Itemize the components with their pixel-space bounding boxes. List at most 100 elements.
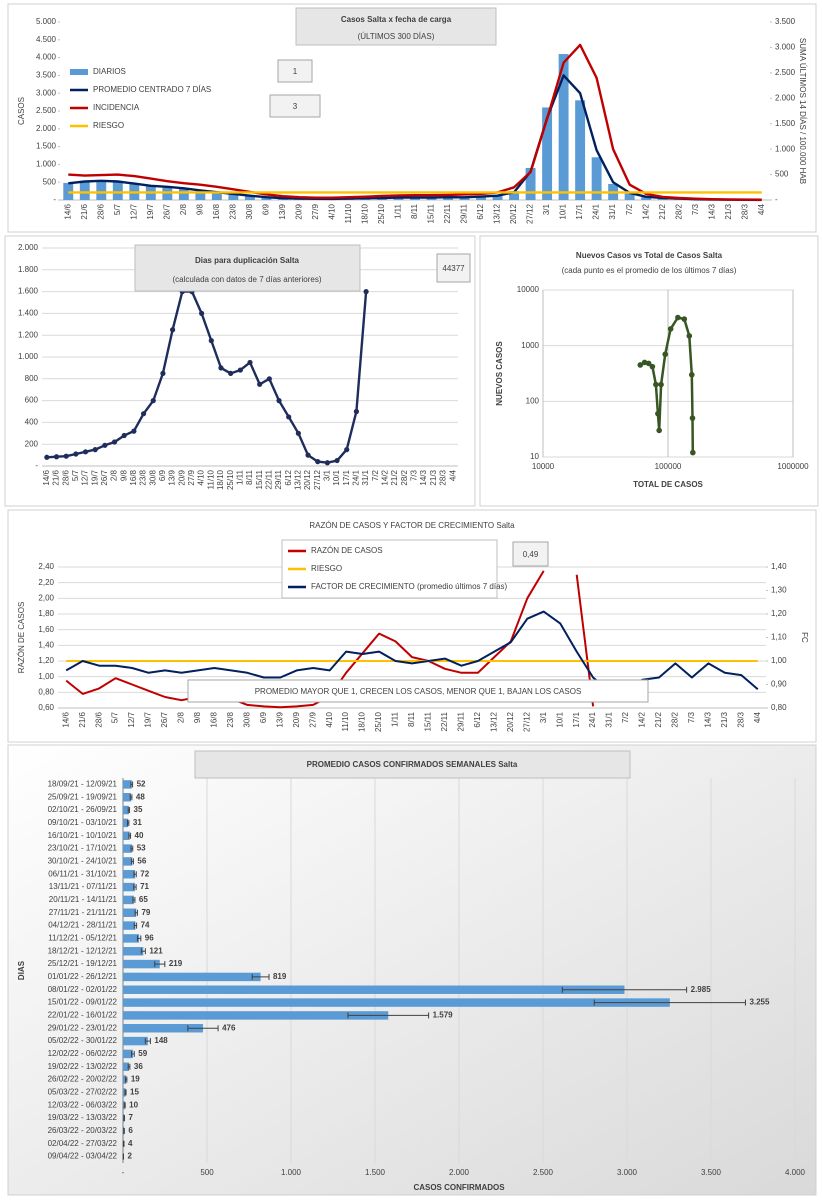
marker — [324, 460, 330, 466]
chart-subtitle: (ÚLTIMOS 300 DÍAS) — [358, 32, 435, 41]
x-tick-label: 4/10 — [328, 203, 337, 219]
category-label: 26/03/22 - 20/03/22 — [48, 1126, 118, 1135]
y2-tick-label: 2.000 — [775, 93, 796, 102]
x-tick-label: 12/7 — [81, 469, 90, 485]
bar — [123, 959, 160, 969]
y-tick-label: 100 — [526, 396, 540, 405]
bar — [123, 1075, 127, 1084]
chart-subtitle: (cada punto es el promedio de los último… — [562, 266, 737, 275]
x-tick-label: 25/10 — [377, 203, 386, 224]
x-tick-label: 23/8 — [139, 469, 148, 485]
y-tick-label: 2,40 — [38, 562, 54, 571]
y2-tick-label: 1,40 — [771, 562, 787, 571]
x-tick-label: 24/1 — [588, 711, 597, 727]
x-tick-label: 5/7 — [113, 203, 122, 215]
category-label: 15/01/22 - 09/01/22 — [48, 998, 118, 1007]
value-label: 148 — [154, 1036, 168, 1045]
x-tick-label: 13/9 — [278, 203, 287, 219]
x-tick-label: 18/10 — [361, 203, 370, 224]
x-tick-label: 28/3 — [740, 203, 749, 219]
legend-label: RAZÓN DE CASOS — [311, 546, 383, 555]
y2-tick-label: 1,00 — [771, 656, 787, 665]
x-tick-label: 6/12 — [284, 469, 293, 485]
x-tick-label: 28/6 — [94, 711, 103, 727]
bar — [211, 191, 222, 200]
value-label: 79 — [141, 908, 150, 917]
x-tick-label: 7/3 — [687, 711, 696, 723]
x-tick-label: 17/1 — [572, 711, 581, 727]
title-box — [194, 750, 631, 779]
marker — [131, 428, 137, 434]
panel-frame — [7, 744, 817, 1196]
y-tick-label: 1.000 — [36, 160, 57, 169]
bar — [459, 197, 470, 200]
x-tick-label: 10000 — [532, 462, 555, 471]
x-tick-label: 13/9 — [168, 469, 177, 485]
annotation-box — [187, 679, 649, 703]
bar — [112, 182, 123, 200]
bar — [575, 100, 586, 200]
marker — [92, 447, 98, 453]
bar — [525, 167, 536, 200]
bar — [123, 831, 130, 840]
bar — [123, 1036, 148, 1046]
x-tick-label: 14/2 — [638, 711, 647, 727]
marker — [199, 310, 205, 316]
bar — [492, 195, 503, 200]
x-tick-label: 1/11 — [235, 469, 244, 485]
x-tick-label: 23/8 — [226, 711, 235, 727]
point — [686, 333, 693, 339]
y-tick-label: 1,60 — [38, 625, 54, 634]
marker — [53, 454, 60, 460]
value-label: 219 — [169, 959, 183, 968]
x-tick-label: 28/3 — [439, 469, 448, 485]
bar — [228, 193, 239, 200]
y-tick-label: - — [53, 195, 56, 204]
x-tick-label: 14/2 — [381, 469, 390, 485]
annotation-box — [436, 253, 471, 283]
bar — [123, 998, 670, 1007]
x-tick-label: 10/1 — [559, 203, 568, 219]
marker — [315, 459, 321, 465]
x-tick-label: 26/7 — [162, 203, 171, 219]
value-label: 31 — [133, 818, 142, 827]
point — [675, 314, 681, 321]
x-tick-label: 14/6 — [63, 203, 72, 219]
x-tick-label: 10/1 — [332, 469, 341, 485]
bar — [123, 972, 261, 982]
value-label: 3.255 — [749, 998, 770, 1007]
bar — [624, 193, 635, 200]
x-tick-label: 21/3 — [724, 203, 733, 219]
marker — [276, 398, 282, 404]
category-label: 27/11/21 - 21/11/21 — [49, 908, 118, 917]
x-tick-label: 7/2 — [625, 203, 634, 215]
bar — [443, 196, 453, 200]
x-tick-label: 28/6 — [61, 469, 70, 485]
x-tick-label: 1.000 — [281, 1168, 302, 1177]
x-tick-label: 22/11 — [440, 711, 449, 731]
bar — [123, 793, 132, 802]
marker — [353, 408, 360, 415]
x-tick-label: 28/6 — [96, 203, 105, 219]
axis-title: CASOS — [17, 97, 26, 125]
annotation-box — [277, 59, 313, 83]
value-label: 53 — [137, 844, 146, 853]
y-tick-label: 1,80 — [38, 609, 54, 618]
value-label: 74 — [141, 921, 150, 930]
value-label: 819 — [273, 972, 287, 981]
y-tick-label: 5.000 — [36, 17, 57, 26]
title-box — [295, 7, 497, 46]
x-tick-label: 21/3 — [429, 469, 438, 485]
y2-tick-label: 1,30 — [771, 586, 787, 595]
chart-title: RAZÓN DE CASOS Y FACTOR DE CRECIMIENTO S… — [309, 521, 515, 530]
bar — [123, 1024, 203, 1033]
value-label: 6 — [128, 1126, 133, 1135]
bar — [410, 197, 420, 200]
category-label: 20/11/21 - 14/11/21 — [49, 895, 118, 904]
y2-tick-label: 1,20 — [771, 609, 787, 618]
x-tick-label: 8/11 — [245, 469, 254, 485]
y2-tick-label: 3.500 — [775, 17, 796, 26]
x-tick-label: 2.500 — [533, 1168, 554, 1177]
x-tick-label: 24/1 — [592, 203, 601, 219]
x-tick-label: 16/8 — [212, 203, 221, 219]
